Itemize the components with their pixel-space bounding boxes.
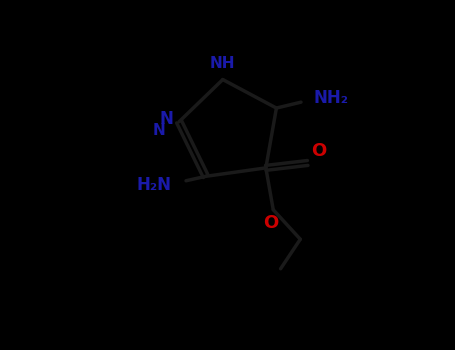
Text: O: O	[312, 141, 327, 160]
Text: N: N	[159, 110, 173, 128]
Text: H₂N: H₂N	[136, 176, 171, 194]
Text: N: N	[152, 123, 165, 138]
Text: NH₂: NH₂	[313, 89, 349, 107]
Text: O: O	[263, 214, 278, 232]
Text: NH: NH	[210, 56, 236, 71]
